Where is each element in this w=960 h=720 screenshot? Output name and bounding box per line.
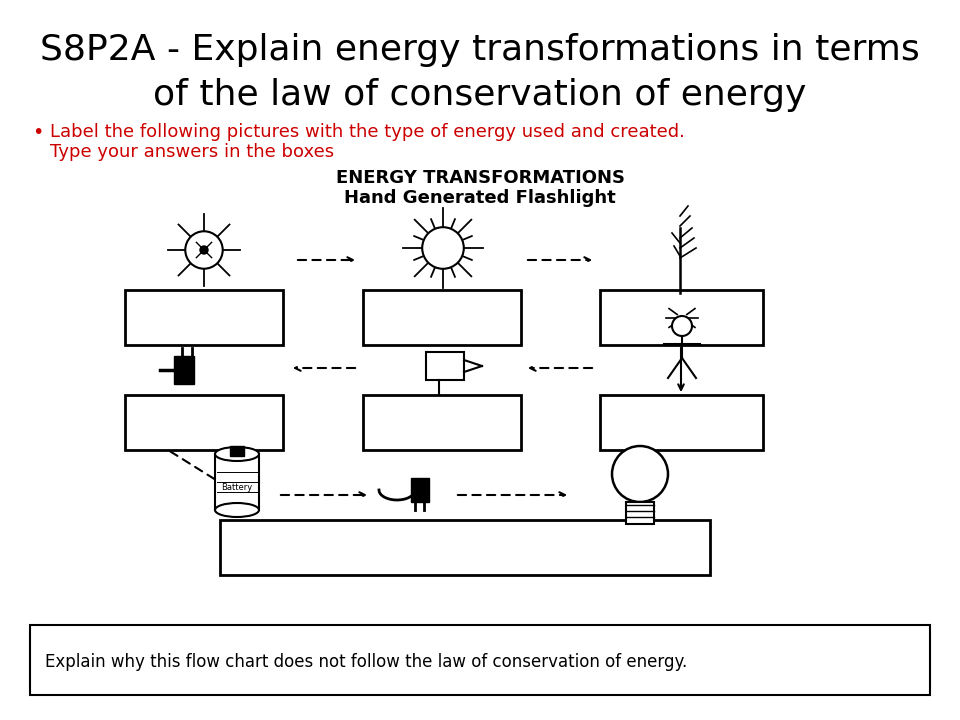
- Circle shape: [612, 446, 668, 502]
- Bar: [215, 454, 259, 510]
- Text: Type your answers in the boxes: Type your answers in the boxes: [50, 143, 334, 161]
- Bar: [174, 356, 194, 384]
- Text: Label the following pictures with the type of energy used and created.: Label the following pictures with the ty…: [50, 123, 684, 141]
- Text: S8P2A - Explain energy transformations in terms: S8P2A - Explain energy transformations i…: [40, 33, 920, 67]
- Bar: [600, 290, 763, 345]
- Circle shape: [672, 316, 692, 336]
- Bar: [363, 395, 521, 450]
- Bar: [600, 395, 763, 450]
- Ellipse shape: [215, 503, 259, 517]
- Text: Battery: Battery: [222, 482, 252, 492]
- Bar: [411, 478, 429, 502]
- Ellipse shape: [215, 447, 259, 461]
- Text: of the law of conservation of energy: of the law of conservation of energy: [154, 78, 806, 112]
- Bar: [626, 502, 654, 524]
- Bar: [230, 446, 244, 456]
- Text: ENERGY TRANSFORMATIONS: ENERGY TRANSFORMATIONS: [335, 169, 625, 187]
- Bar: [220, 520, 710, 575]
- Circle shape: [200, 246, 208, 254]
- Bar: [363, 290, 521, 345]
- Circle shape: [422, 228, 464, 269]
- Bar: [426, 352, 464, 380]
- Bar: [125, 395, 283, 450]
- Text: Explain why this flow chart does not follow the law of conservation of energy.: Explain why this flow chart does not fol…: [45, 653, 687, 671]
- Bar: [125, 290, 283, 345]
- Circle shape: [185, 231, 223, 269]
- Text: •: •: [33, 122, 44, 142]
- Bar: [30, 625, 930, 695]
- Text: Hand Generated Flashlight: Hand Generated Flashlight: [344, 189, 616, 207]
